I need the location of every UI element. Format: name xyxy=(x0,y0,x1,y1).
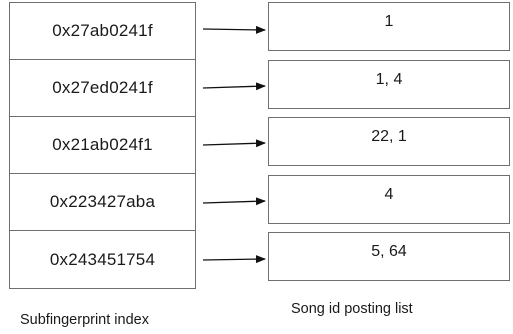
posting-list-3-value: 22, 1 xyxy=(371,127,407,145)
posting-list-5: 5, 64 xyxy=(268,232,510,281)
arrow-1 xyxy=(202,25,266,34)
posting-list-3: 22, 1 xyxy=(268,117,510,166)
posting-list-5-value: 5, 64 xyxy=(371,242,407,260)
posting-list-2-value: 1, 4 xyxy=(375,70,403,88)
posting-list-1-value: 1 xyxy=(384,12,394,30)
index-entry-3: 0x21ab024f1 xyxy=(10,117,195,174)
posting-list-1: 1 xyxy=(268,2,510,51)
index-entry-1: 0x27ab0241f xyxy=(10,3,195,60)
posting-list-2: 1, 4 xyxy=(268,60,510,109)
index-entry-4: 0x223427aba xyxy=(10,174,195,231)
arrow-3 xyxy=(202,139,266,148)
posting-list-4: 4 xyxy=(268,175,510,224)
arrow-2 xyxy=(202,82,266,91)
index-entry-5: 0x243451754 xyxy=(49,249,156,269)
index-entry-2: 0x27ed0241f xyxy=(10,60,195,117)
posting-list-caption: Song id posting list xyxy=(291,301,413,317)
posting-list-4-value: 4 xyxy=(384,185,394,203)
subfingerprint-index-table: 0x27ab0241f 0x27ed0241f 0x21ab024f1 0x22… xyxy=(9,2,196,289)
index-caption: Subfingerprint index xyxy=(20,312,149,328)
arrow-5 xyxy=(202,255,266,264)
arrow-4 xyxy=(202,197,266,206)
